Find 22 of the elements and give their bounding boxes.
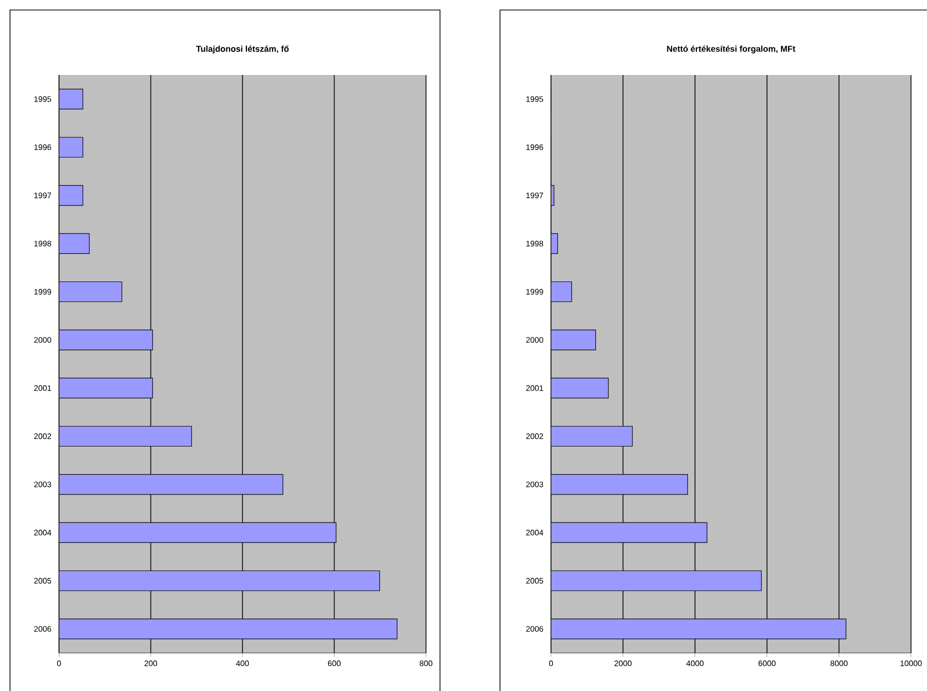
bar bbox=[59, 522, 336, 543]
bar bbox=[59, 281, 122, 302]
bar bbox=[59, 426, 192, 447]
bar bbox=[551, 618, 846, 640]
bar bbox=[59, 570, 380, 592]
chart-title: Tulajdonosi létszám, fő bbox=[196, 46, 289, 54]
bar bbox=[551, 281, 572, 302]
bar bbox=[551, 426, 633, 447]
bar bbox=[59, 136, 84, 158]
bar bbox=[551, 522, 708, 543]
bar bbox=[59, 185, 84, 206]
bar bbox=[59, 330, 153, 350]
bar bbox=[551, 474, 688, 495]
bar bbox=[59, 474, 284, 495]
chart-title: Nettó értékesítési forgalom, MFt bbox=[667, 45, 796, 54]
bar bbox=[59, 378, 153, 398]
bar bbox=[551, 570, 762, 592]
bar bbox=[551, 378, 609, 398]
bar bbox=[59, 88, 84, 110]
bar bbox=[551, 330, 596, 350]
bar bbox=[59, 233, 90, 254]
bar bbox=[59, 618, 398, 640]
